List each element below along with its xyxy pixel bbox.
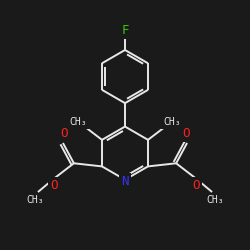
Text: CH₃: CH₃ <box>69 117 87 127</box>
Text: O: O <box>193 179 200 192</box>
Text: O: O <box>61 127 68 140</box>
Text: CH₃: CH₃ <box>206 195 224 205</box>
Text: F: F <box>121 24 129 37</box>
Text: N: N <box>121 175 129 188</box>
Text: O: O <box>50 179 57 192</box>
Text: O: O <box>182 127 189 140</box>
Text: CH₃: CH₃ <box>163 117 181 127</box>
Text: CH₃: CH₃ <box>26 195 44 205</box>
